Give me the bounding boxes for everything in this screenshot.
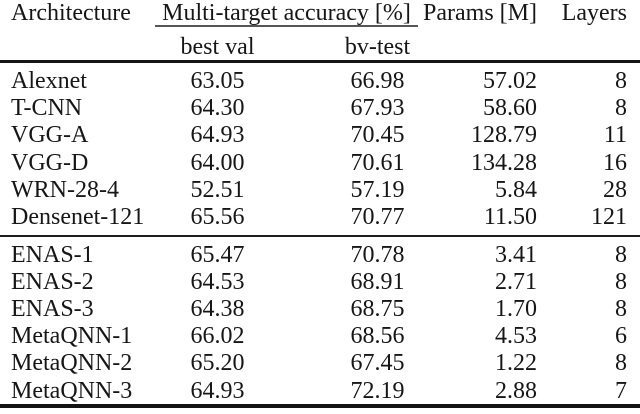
architecture-cell: WRN-28-4 <box>11 176 119 203</box>
best-val-cell: 65.56 <box>190 204 245 231</box>
params-cell: 11.50 <box>483 204 537 231</box>
bv-test-cell: 57.19 <box>350 176 405 203</box>
best-val-cell: 66.02 <box>190 323 245 350</box>
layers-cell: 6 <box>615 323 627 350</box>
layers-cell: 16 <box>603 149 627 176</box>
bv-test-cell: 67.45 <box>350 350 405 377</box>
table-row: MetaQNN-2 65.20 67.45 1.22 8 <box>0 350 640 377</box>
best-val-cell: 63.05 <box>190 68 245 95</box>
layers-cell: 28 <box>603 176 627 203</box>
best-val-cell: 52.51 <box>190 176 245 203</box>
params-cell: 1.70 <box>495 295 537 322</box>
bv-test-cell: 70.45 <box>350 122 405 149</box>
layers-cell: 8 <box>615 295 627 322</box>
params-cell: 2.88 <box>495 377 537 404</box>
params-cell: 134.28 <box>471 149 537 176</box>
bv-test-cell: 68.75 <box>350 295 405 322</box>
best-val-cell: 64.93 <box>190 122 245 149</box>
best-val-cell: 65.20 <box>190 350 245 377</box>
layers-header: Layers <box>561 0 627 26</box>
architecture-cell: ENAS-2 <box>11 268 94 295</box>
params-cell: 128.79 <box>471 122 537 149</box>
architecture-cell: ENAS-3 <box>11 295 94 322</box>
bv-test-cell: 70.78 <box>350 241 405 268</box>
accuracy-group-header: Multi-target accuracy [%] <box>162 0 411 26</box>
bv-test-cell: 68.91 <box>350 268 405 295</box>
best-val-cell: 65.47 <box>190 241 245 268</box>
table-row: VGG-D 64.00 70.61 134.28 16 <box>0 150 640 177</box>
table-row: WRN-28-4 52.51 57.19 5.84 28 <box>0 177 640 204</box>
table-header-row-1: Architecture Params [M] Layers <box>0 0 640 26</box>
layers-cell: 8 <box>615 68 627 95</box>
params-cell: 58.60 <box>483 95 537 122</box>
architecture-cell: VGG-A <box>11 122 89 149</box>
table-row: VGG-A 64.93 70.45 128.79 11 <box>0 122 640 149</box>
layers-cell: 8 <box>615 350 627 377</box>
architecture-cell: Densenet-121 <box>11 204 145 231</box>
table-row: ENAS-1 65.47 70.78 3.41 8 <box>0 242 640 269</box>
architecture-cell: MetaQNN-1 <box>11 323 133 350</box>
params-cell: 2.71 <box>495 268 537 295</box>
header-separator-rule <box>0 59 640 63</box>
table-row: T-CNN 64.30 67.93 58.60 8 <box>0 95 640 122</box>
params-cell: 57.02 <box>483 68 537 95</box>
bottom-rule <box>0 404 640 408</box>
accuracy-underline-rule <box>155 25 418 27</box>
params-cell: 4.53 <box>495 323 537 350</box>
group-separator-rule <box>0 234 640 237</box>
bv-test-header: bv-test <box>344 33 411 60</box>
bv-test-cell: 67.93 <box>350 95 405 122</box>
architecture-cell: MetaQNN-3 <box>11 377 133 404</box>
params-cell: 5.84 <box>495 176 537 203</box>
baseline-rows-group: Alexnet 63.05 66.98 57.02 8 T-CNN 64.30 … <box>0 68 640 231</box>
table-row: ENAS-2 64.53 68.91 2.71 8 <box>0 269 640 296</box>
layers-cell: 7 <box>615 377 627 404</box>
best-val-cell: 64.00 <box>190 149 245 176</box>
layers-cell: 121 <box>591 204 627 231</box>
layers-cell: 8 <box>615 241 627 268</box>
table-row: Densenet-121 65.56 70.77 11.50 121 <box>0 204 640 231</box>
best-val-cell: 64.30 <box>190 95 245 122</box>
architecture-cell: VGG-D <box>11 149 89 176</box>
bv-test-cell: 70.77 <box>350 204 405 231</box>
params-cell: 3.41 <box>495 241 537 268</box>
architecture-cell: Alexnet <box>11 68 87 95</box>
params-cell: 1.22 <box>495 350 537 377</box>
table-row: ENAS-3 64.38 68.75 1.70 8 <box>0 296 640 323</box>
table-header-row-2: best val bv-test <box>0 33 640 61</box>
layers-cell: 11 <box>603 122 627 149</box>
best-val-cell: 64.53 <box>190 268 245 295</box>
architecture-header: Architecture <box>11 0 131 26</box>
best-val-cell: 64.38 <box>190 295 245 322</box>
best-val-header: best val <box>180 33 255 60</box>
layers-cell: 8 <box>615 268 627 295</box>
best-val-cell: 64.93 <box>190 377 245 404</box>
layers-cell: 8 <box>615 95 627 122</box>
bv-test-cell: 72.19 <box>350 377 405 404</box>
architecture-cell: ENAS-1 <box>11 241 94 268</box>
architecture-cell: MetaQNN-2 <box>11 350 133 377</box>
architecture-cell: T-CNN <box>11 95 83 122</box>
params-header: Params [M] <box>423 0 537 26</box>
bv-test-cell: 66.98 <box>350 68 405 95</box>
nas-rows-group: ENAS-1 65.47 70.78 3.41 8 ENAS-2 64.53 6… <box>0 242 640 405</box>
table-row: Alexnet 63.05 66.98 57.02 8 <box>0 68 640 95</box>
table-row: MetaQNN-1 66.02 68.56 4.53 6 <box>0 323 640 350</box>
bv-test-cell: 70.61 <box>350 149 405 176</box>
bv-test-cell: 68.56 <box>350 323 405 350</box>
table-row: MetaQNN-3 64.93 72.19 2.88 7 <box>0 377 640 404</box>
